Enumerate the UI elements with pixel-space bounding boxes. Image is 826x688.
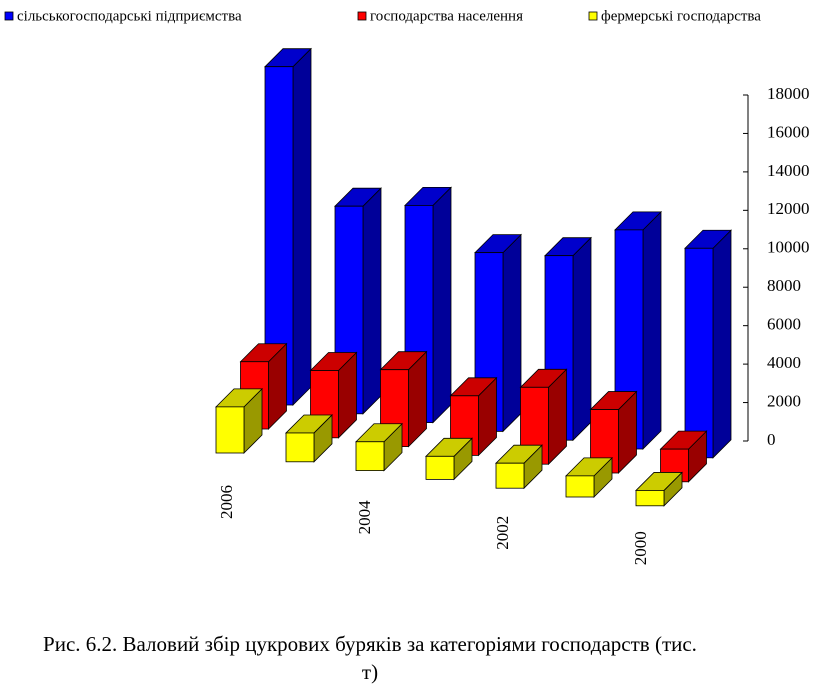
bar-side xyxy=(642,210,662,450)
bar-front xyxy=(684,247,714,459)
bar xyxy=(285,414,333,463)
bar-side xyxy=(432,186,452,424)
bar-side xyxy=(572,236,592,442)
bar xyxy=(425,437,473,481)
chart-title: Рис. 6.2. Валовий збір цукрових буряків … xyxy=(43,632,697,684)
legend-marker xyxy=(4,11,14,21)
y-tick-label: 4000 xyxy=(767,353,801,372)
bar-front xyxy=(215,406,245,454)
y-tick-label: 18000 xyxy=(767,84,810,103)
x-tick-label: 2006 xyxy=(217,485,236,519)
bar xyxy=(495,444,543,490)
bar-front xyxy=(565,475,595,498)
x-tick-label: 2002 xyxy=(493,516,512,550)
bar-side xyxy=(712,229,732,459)
bar xyxy=(215,387,263,454)
bar-front xyxy=(635,490,665,507)
x-tick-label: 2004 xyxy=(355,500,374,535)
x-tick-label: 2000 xyxy=(631,531,650,565)
bar-front xyxy=(285,432,315,463)
bar xyxy=(565,456,613,498)
bar-front xyxy=(495,462,525,489)
legend-label: фермерські господарства xyxy=(601,8,761,24)
legend-label: господарства населення xyxy=(370,8,523,24)
chart: 0 2000 4000 6000 8000 10000 12000 14000 16000 180… xyxy=(4,8,810,565)
y-tick-label: 16000 xyxy=(767,122,810,141)
bar-side xyxy=(292,47,312,406)
bar xyxy=(635,471,683,507)
y-tick-label: 6000 xyxy=(767,315,801,334)
legend-marker xyxy=(588,11,598,21)
bar xyxy=(355,422,403,472)
legend-marker xyxy=(357,11,367,21)
bar xyxy=(684,229,732,459)
bar-side xyxy=(362,187,382,415)
y-tick-label: 10000 xyxy=(767,238,810,257)
y-tick-label: 8000 xyxy=(767,276,801,295)
bar-front xyxy=(425,455,455,480)
y-tick-label: 14000 xyxy=(767,161,810,180)
bar xyxy=(614,210,662,450)
y-tick-label: 0 xyxy=(767,430,776,449)
bar-front xyxy=(355,441,385,471)
bar xyxy=(309,351,358,439)
bar-side xyxy=(502,233,522,433)
y-tick-label: 2000 xyxy=(767,391,801,410)
legend-label: сільськогосподарські підприємства xyxy=(17,8,242,24)
y-tick-label: 12000 xyxy=(767,199,810,218)
